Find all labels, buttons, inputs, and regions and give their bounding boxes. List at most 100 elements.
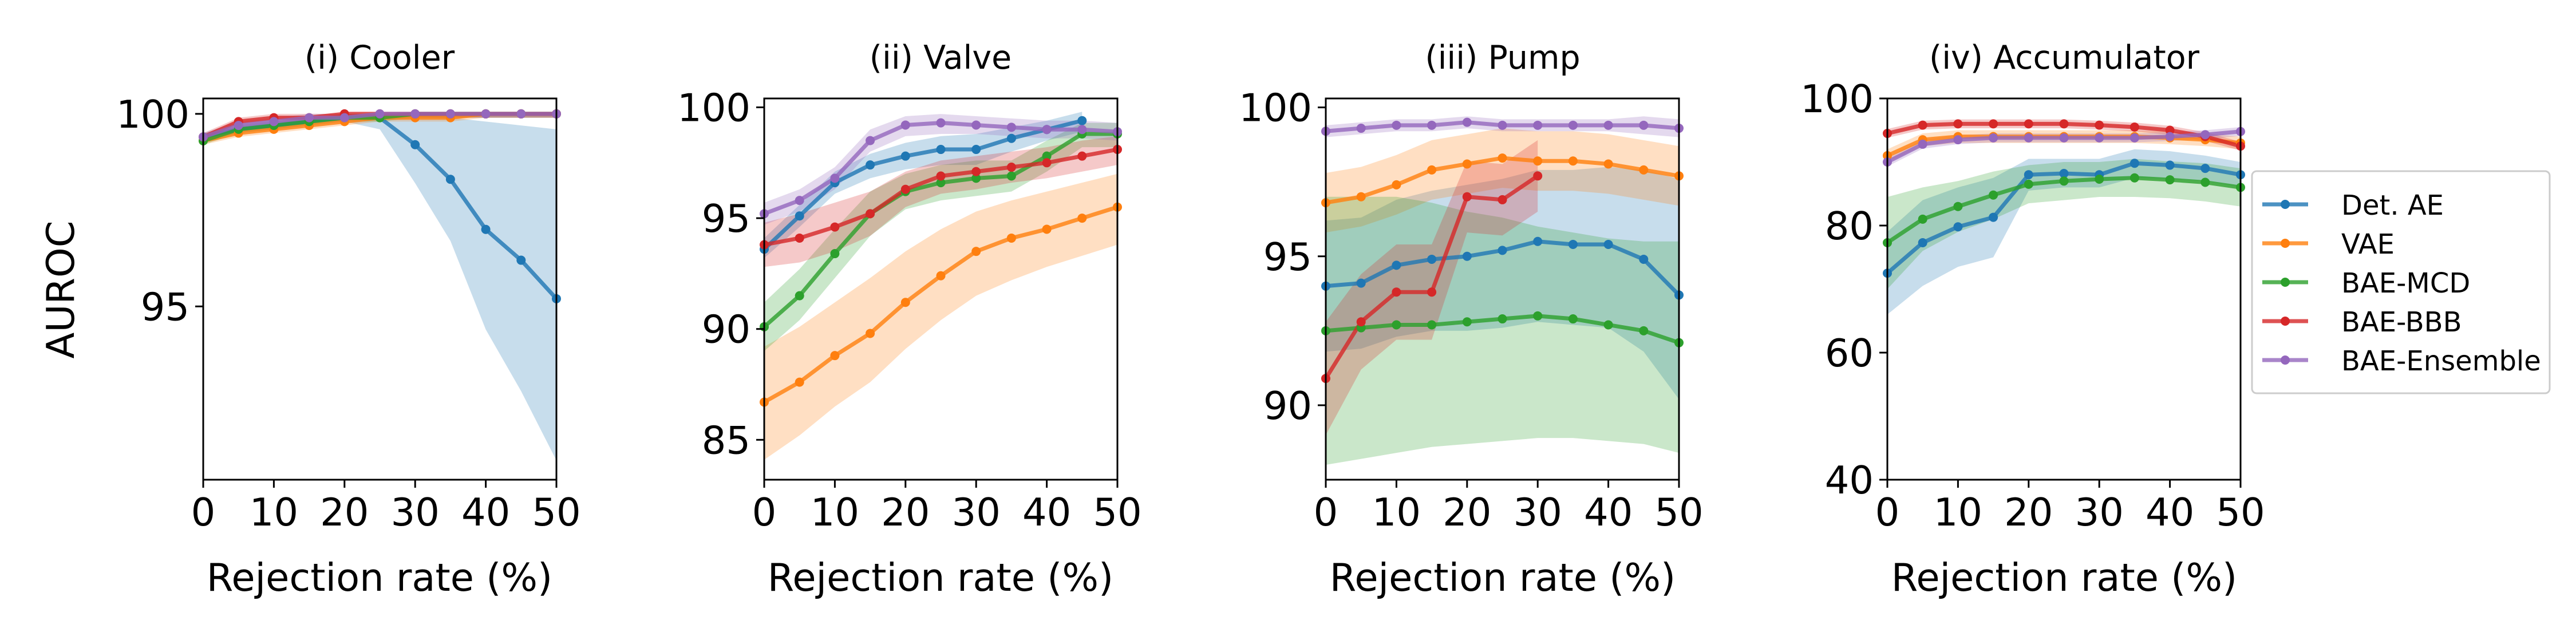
panel-title: (iii) Pump — [1425, 39, 1580, 77]
point-bae-bbb — [900, 184, 910, 194]
x-tick-label: 40 — [461, 490, 510, 535]
point-det-ae — [2165, 160, 2175, 170]
point-bae-ensemble — [971, 120, 981, 130]
legend-label: BAE-MCD — [2341, 267, 2470, 299]
legend-box — [2251, 170, 2551, 394]
point-det-ae — [445, 175, 455, 184]
point-det-ae — [1533, 236, 1543, 246]
point-bae-bbb — [1077, 151, 1087, 161]
point-bae-ensemble — [1006, 123, 1016, 132]
point-vae — [936, 271, 946, 280]
point-bae-mcd — [2024, 179, 2033, 189]
point-bae-mcd — [1042, 151, 1052, 161]
series-points — [1321, 117, 1684, 384]
point-bae-ensemble — [1042, 125, 1052, 135]
point-bae-mcd — [936, 178, 946, 188]
point-bae-bbb — [1533, 171, 1543, 181]
point-det-ae — [971, 145, 981, 155]
x-tick-label: 20 — [2004, 490, 2053, 535]
point-bae-mcd — [1568, 314, 1578, 324]
point-det-ae — [410, 140, 420, 149]
point-bae-ensemble — [1533, 120, 1543, 130]
legend-marker — [2281, 239, 2290, 248]
y-tick-label: 100 — [1800, 77, 1874, 121]
point-bae-ensemble — [2200, 130, 2210, 140]
point-vae — [1356, 192, 1366, 202]
point-vae — [795, 377, 804, 387]
point-bae-bbb — [2024, 119, 2033, 129]
x-tick-label: 50 — [1093, 490, 1141, 535]
legend-marker — [2281, 200, 2290, 209]
x-tick-label: 50 — [2216, 490, 2265, 535]
band-det-ae — [203, 113, 556, 461]
legend-label: Det. AE — [2341, 189, 2444, 222]
point-bae-mcd — [1989, 190, 1998, 200]
point-det-ae — [1918, 238, 1927, 247]
point-bae-ensemble — [410, 109, 420, 118]
point-det-ae — [2200, 164, 2210, 173]
y-tick-label: 95 — [141, 285, 189, 329]
point-bae-mcd — [1427, 320, 1437, 330]
point-det-ae — [1498, 246, 1507, 255]
point-bae-bbb — [1427, 287, 1437, 297]
point-bae-bbb — [1006, 163, 1016, 172]
point-vae — [1568, 156, 1578, 166]
point-bae-bbb — [1392, 287, 1401, 297]
point-bae-mcd — [1462, 317, 1472, 327]
panel-valve: (ii) Valve Rejection rate (%) 0 10 20 30 40 5… — [677, 39, 1142, 600]
x-tick-label: 40 — [1022, 490, 1071, 535]
point-bae-ensemble — [445, 109, 455, 118]
point-bae-bbb — [2165, 125, 2175, 135]
y-tick-label: 100 — [1239, 86, 1312, 131]
legend-marker — [2281, 278, 2290, 287]
x-tick-label: 50 — [1654, 490, 1703, 535]
point-bae-mcd — [830, 249, 840, 259]
point-vae — [1462, 159, 1472, 169]
plot-frame — [763, 97, 1119, 481]
point-vae — [1392, 180, 1401, 189]
x-tick-label: 0 — [1314, 490, 1338, 535]
point-bae-mcd — [2095, 174, 2104, 184]
point-det-ae — [936, 145, 946, 155]
y-tick-label: 40 — [1825, 458, 1874, 503]
x-tick-label: 20 — [320, 490, 369, 535]
point-bae-ensemble — [1462, 117, 1472, 127]
point-bae-mcd — [1918, 214, 1927, 224]
point-vae — [1042, 224, 1052, 234]
x-tick-label: 0 — [1875, 490, 1900, 535]
band-bae-mcd — [1887, 159, 2241, 289]
point-det-ae — [1392, 260, 1401, 270]
point-bae-ensemble — [1498, 120, 1507, 130]
panel-pump: (iii) Pump Rejection rate (%) 0 10 20 30 40 5… — [1239, 39, 1704, 600]
point-bae-ensemble — [234, 121, 243, 131]
point-bae-mcd — [2165, 175, 2175, 185]
x-tick-label: 10 — [1372, 490, 1421, 535]
plot-frame — [202, 97, 558, 481]
legend-entry-bae-mcd: BAE-MCD — [2262, 267, 2470, 299]
point-bae-ensemble — [1427, 120, 1437, 130]
point-bae-ensemble — [2129, 133, 2139, 143]
point-vae — [1603, 159, 1613, 169]
point-bae-bbb — [1498, 195, 1507, 204]
x-tick-label: 50 — [532, 490, 580, 535]
point-bae-bbb — [2059, 119, 2069, 129]
panel-title: (i) Cooler — [305, 39, 455, 77]
point-bae-bbb — [1356, 317, 1366, 327]
x-axis-label: Rejection rate (%) — [1891, 555, 2237, 600]
point-bae-bbb — [2095, 120, 2104, 130]
legend-entry-bae-bbb: BAE-BBB — [2262, 306, 2462, 338]
point-bae-ensemble — [1918, 139, 1927, 149]
band-vae — [1326, 128, 1679, 233]
point-bae-bbb — [1989, 119, 1998, 129]
panel-accumulator: (iv) Accumulator Rejection rate (%) 0 10 2… — [1800, 39, 2265, 600]
point-bae-mcd — [1533, 311, 1543, 321]
point-det-ae — [866, 160, 875, 170]
x-axis-label: Rejection rate (%) — [207, 555, 552, 600]
x-tick-label: 20 — [1443, 490, 1491, 535]
point-bae-ensemble — [1989, 133, 1998, 143]
y-tick-label: 95 — [702, 196, 750, 241]
line-det-ae — [762, 118, 1083, 251]
band-det-ae — [1887, 149, 2241, 315]
point-bae-ensemble — [269, 117, 279, 127]
y-tick-label: 85 — [702, 418, 750, 463]
